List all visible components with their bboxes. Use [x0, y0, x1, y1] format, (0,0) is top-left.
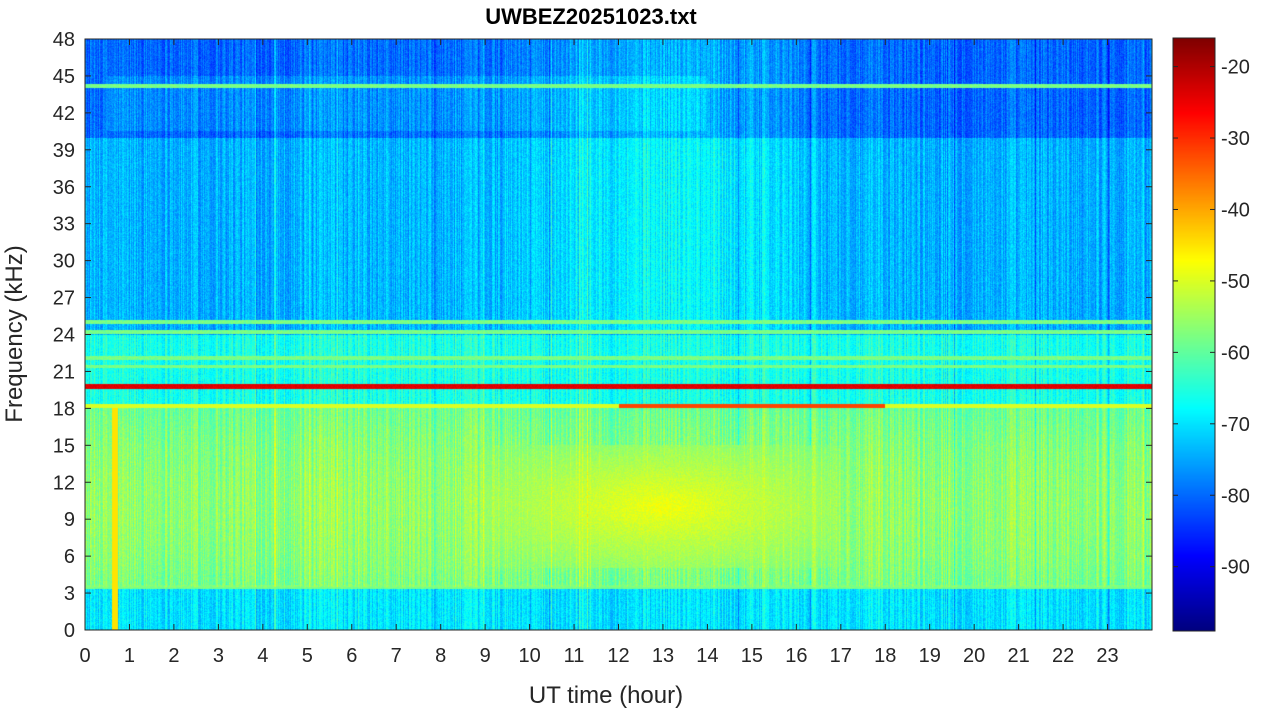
- x-tick-label: 14: [696, 645, 718, 667]
- y-tick-label: 18: [53, 398, 75, 420]
- y-tick-label: 48: [53, 29, 75, 51]
- x-tick-label: 23: [1096, 645, 1118, 667]
- y-tick-label: 0: [64, 620, 75, 642]
- y-axis-label: Frequency (kHz): [1, 245, 28, 422]
- y-tick-label: 3: [64, 583, 75, 605]
- y-tick-label: 33: [53, 214, 75, 236]
- x-tick-label: 22: [1052, 645, 1074, 667]
- y-tick-label: 6: [64, 546, 75, 568]
- y-tick-label: 24: [53, 325, 75, 347]
- y-tick-label: 12: [53, 472, 75, 494]
- x-axis: 0 1 2 3 4 5 6 7 8 9 10 11 12 13 14 15 16 17 18 19 20 21 22 23: [79, 39, 1119, 667]
- colorbar: [1173, 38, 1215, 631]
- x-tick-label: 17: [830, 645, 852, 667]
- colorbar-tick-label: -30: [1221, 128, 1250, 150]
- y-tick-label: 36: [53, 177, 75, 199]
- colorbar-canvas: [1173, 38, 1215, 631]
- x-tick-label: 12: [607, 645, 629, 667]
- x-axis-label: UT time (hour): [529, 682, 683, 709]
- x-tick-label: 11: [564, 645, 585, 667]
- x-tick-label: 0: [79, 645, 90, 667]
- colorbar-tick-label: -90: [1221, 557, 1250, 579]
- colorbar-ticks: -90 -80 -70 -60 -50 -40 -30 -20: [1173, 57, 1250, 579]
- x-tick-label: 19: [919, 645, 941, 667]
- x-tick-label: 16: [785, 645, 807, 667]
- x-tick-label: 9: [480, 645, 491, 667]
- y-tick-label: 39: [53, 140, 75, 162]
- x-tick-label: 18: [874, 645, 896, 667]
- colorbar-tick-label: -50: [1221, 271, 1250, 293]
- x-tick-label: 21: [1008, 645, 1030, 667]
- x-tick-label: 4: [257, 645, 268, 667]
- x-tick-label: 7: [391, 645, 402, 667]
- x-tick-label: 13: [652, 645, 674, 667]
- chart-title: UWBEZ20251023.txt: [485, 4, 697, 29]
- y-tick-label: 30: [53, 251, 75, 273]
- spectrogram-canvas: [85, 39, 1152, 630]
- colorbar-tick-label: -70: [1221, 414, 1250, 436]
- x-tick-label: 3: [213, 645, 224, 667]
- y-tick-label: 9: [64, 509, 75, 531]
- x-tick-label: 10: [518, 645, 540, 667]
- y-tick-label: 27: [53, 288, 75, 310]
- y-tick-label: 21: [53, 361, 75, 383]
- y-tick-label: 45: [53, 66, 75, 88]
- plot-area: [85, 39, 1152, 630]
- x-tick-label: 8: [435, 645, 446, 667]
- colorbar-tick-label: -80: [1221, 485, 1250, 507]
- y-tick-label: 15: [53, 435, 75, 457]
- colorbar-tick-label: -60: [1221, 342, 1250, 364]
- x-tick-label: 20: [963, 645, 985, 667]
- colorbar-tick-label: -40: [1221, 199, 1250, 221]
- colorbar-frame: [1172, 37, 1216, 632]
- x-tick-label: 6: [346, 645, 357, 667]
- x-tick-label: 15: [741, 645, 763, 667]
- y-tick-label: 42: [53, 103, 75, 125]
- x-tick-label: 5: [302, 645, 313, 667]
- colorbar-tick-label: -20: [1221, 57, 1250, 79]
- x-tick-label: 1: [124, 645, 135, 667]
- x-tick-label: 2: [168, 645, 179, 667]
